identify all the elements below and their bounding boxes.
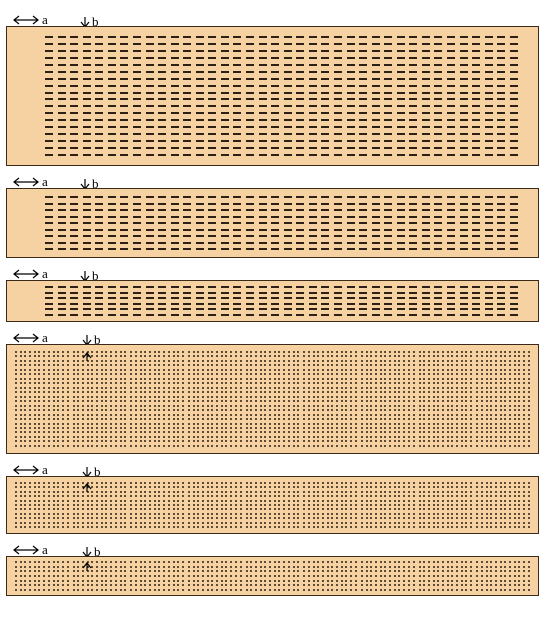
dimension-a: a <box>12 331 48 344</box>
slot-panel <box>6 280 539 322</box>
arrow-up-icon <box>82 352 92 362</box>
arrow-horizontal-icon <box>12 465 40 475</box>
arrow-up-icon <box>82 562 92 572</box>
perforation-panel-wrap: a b <box>6 460 539 534</box>
arrow-up-icon <box>82 483 92 493</box>
dimension-annotations: a b <box>6 10 539 26</box>
dimension-a: a <box>12 175 48 188</box>
perforation-panel-wrap: a b <box>6 540 539 596</box>
dimension-b-inner-arrow <box>82 480 92 498</box>
arrow-horizontal-icon <box>12 269 40 279</box>
perforation-blocks <box>15 351 530 447</box>
perforation-diagram: a b a b a b a b a b a <box>6 10 539 596</box>
slot-panel-wrap: a b <box>6 172 539 258</box>
dimension-a-label: a <box>42 175 48 188</box>
perforation-panel-wrap: a b <box>6 328 539 454</box>
slot-panel-wrap: a b <box>6 10 539 166</box>
dimension-annotations: a b <box>6 172 539 188</box>
slot-grid <box>45 36 518 156</box>
dimension-a-label: a <box>42 463 48 476</box>
arrow-horizontal-icon <box>12 545 40 555</box>
dimension-annotations: a b <box>6 264 539 280</box>
dimension-a: a <box>12 13 48 26</box>
dimension-annotations: a b <box>6 328 539 344</box>
perforation-blocks <box>15 561 530 591</box>
arrow-horizontal-icon <box>12 15 40 25</box>
arrow-horizontal-icon <box>12 177 40 187</box>
dimension-a-label: a <box>42 13 48 26</box>
slot-grid <box>45 196 518 250</box>
arrow-horizontal-icon <box>12 333 40 343</box>
dimension-annotations: a b <box>6 540 539 556</box>
dimension-a-label: a <box>42 267 48 280</box>
dimension-b-inner-arrow <box>82 349 92 367</box>
slot-panel <box>6 188 539 258</box>
slot-grid <box>45 286 518 316</box>
dimension-a: a <box>12 543 48 556</box>
dimension-a-label: a <box>42 543 48 556</box>
dimension-a: a <box>12 463 48 476</box>
slot-panel <box>6 26 539 166</box>
dimension-annotations: a b <box>6 460 539 476</box>
perforation-blocks <box>15 482 530 528</box>
dimension-b-inner-arrow <box>82 559 92 577</box>
dimension-a: a <box>12 267 48 280</box>
dimension-a-label: a <box>42 331 48 344</box>
slot-panel-wrap: a b <box>6 264 539 322</box>
